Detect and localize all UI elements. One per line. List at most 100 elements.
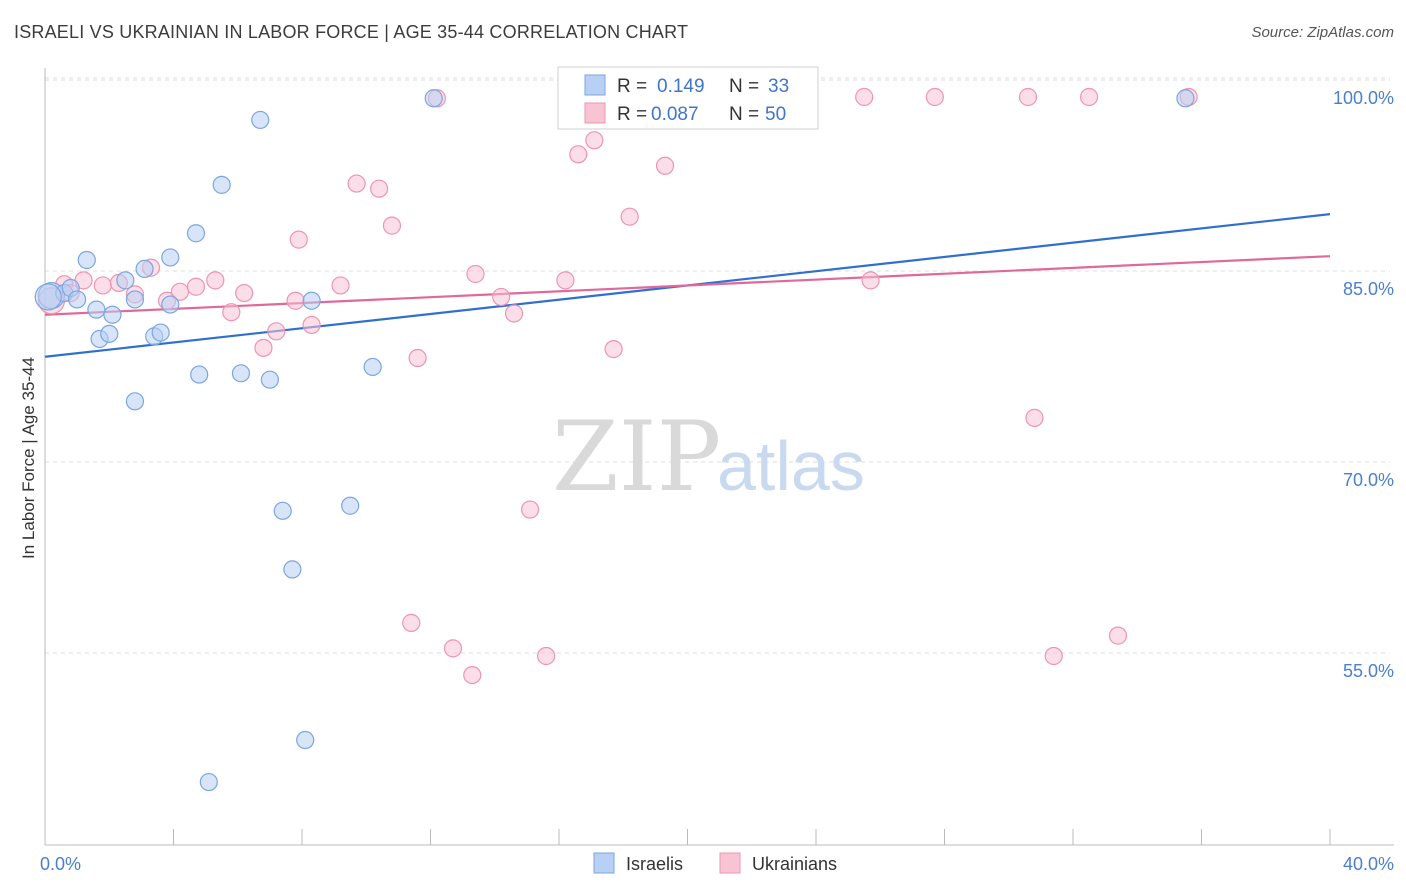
bottom-legend-label-israelis: Israelis: [626, 854, 683, 874]
trend-line-ukrainians: [44, 255, 1331, 316]
point-israelis: [302, 291, 321, 310]
point-ukrainians: [520, 500, 540, 519]
point-ukrainians: [492, 287, 511, 307]
chart-title: ISRAELI VS UKRAINIAN IN LABOR FORCE | AG…: [14, 22, 689, 42]
stats-legend: R = 0.149 N = 33 R = 0.087 N = 50: [557, 66, 819, 130]
point-ukrainians: [443, 639, 463, 658]
point-ukrainians: [504, 304, 524, 323]
point-israelis: [212, 175, 231, 194]
point-israelis: [283, 560, 302, 579]
x-tick-label-max: 40.0%: [1343, 854, 1394, 874]
legend-n-value-ukrainians: 50: [765, 104, 786, 125]
point-israelis: [341, 496, 360, 515]
point-ukrainians: [466, 264, 485, 284]
y-axis-label: In Labor Force | Age 35-44: [19, 357, 38, 559]
point-israelis: [34, 283, 62, 311]
legend-r-label-israelis: R =: [617, 76, 647, 97]
point-ukrainians: [604, 340, 623, 359]
legend-n-label-israelis: N =: [729, 76, 759, 97]
bottom-legend-label-ukrainians: Ukrainians: [752, 854, 837, 874]
bottom-legend-swatch-israelis: [593, 852, 615, 874]
point-israelis: [125, 392, 145, 411]
point-ukrainians: [463, 665, 482, 685]
point-israelis: [125, 290, 145, 309]
point-israelis: [116, 271, 135, 290]
point-israelis: [273, 501, 292, 520]
point-israelis: [260, 370, 279, 389]
point-ukrainians: [1079, 87, 1099, 107]
point-israelis: [190, 365, 209, 384]
point-ukrainians: [855, 87, 874, 107]
y-tick-label: 55.0%: [1343, 661, 1394, 681]
point-ukrainians: [556, 271, 575, 290]
point-israelis: [103, 305, 122, 324]
point-ukrainians: [206, 271, 225, 290]
point-ukrainians: [1108, 626, 1128, 645]
legend-r-label-ukrainians: R =: [617, 104, 647, 125]
point-ukrainians: [267, 322, 286, 341]
y-tick-label: 85.0%: [1343, 279, 1394, 299]
grid-lines: [45, 77, 1390, 654]
y-tick-labels: 55.0% 70.0% 85.0% 100.0%: [1333, 88, 1394, 681]
point-israelis: [1176, 89, 1195, 108]
point-ukrainians: [1025, 408, 1044, 427]
point-ukrainians: [347, 174, 366, 193]
point-israelis: [100, 324, 119, 343]
legend-swatch-israelis: [584, 74, 606, 96]
point-israelis: [424, 89, 443, 108]
point-israelis: [296, 730, 315, 750]
point-ukrainians: [925, 87, 944, 107]
legend-n-value-israelis: 33: [768, 76, 789, 97]
point-ukrainians: [302, 315, 321, 335]
point-ukrainians: [170, 282, 190, 301]
point-ukrainians: [655, 156, 675, 175]
point-ukrainians: [1044, 646, 1063, 666]
bottom-legend-swatch-ukrainians: [719, 852, 741, 874]
point-israelis: [231, 364, 251, 383]
point-ukrainians: [569, 145, 588, 164]
point-ukrainians: [537, 646, 556, 666]
point-israelis: [161, 248, 180, 267]
point-ukrainians: [408, 348, 427, 368]
legend-n-label-ukrainians: N =: [729, 104, 759, 125]
watermark-zip: ZIP: [552, 401, 721, 513]
legend-r-value-ukrainians: 0.087: [651, 104, 699, 125]
point-ukrainians: [620, 207, 639, 226]
point-israelis: [135, 259, 154, 278]
point-ukrainians: [1018, 87, 1038, 107]
point-ukrainians: [222, 303, 241, 322]
point-ukrainians: [235, 283, 254, 303]
point-ukrainians: [289, 230, 308, 249]
point-israelis: [363, 357, 382, 377]
legend-r-value-israelis: 0.149: [657, 76, 705, 97]
point-ukrainians: [254, 338, 273, 357]
point-israelis: [151, 323, 170, 342]
point-ukrainians: [585, 131, 604, 150]
point-israelis: [251, 110, 270, 130]
point-ukrainians: [93, 276, 112, 295]
point-israelis: [161, 295, 180, 314]
trend-lines: [44, 213, 1331, 358]
point-ukrainians: [382, 216, 402, 235]
point-israelis: [199, 772, 218, 792]
axes: [44, 68, 1394, 846]
series-legend: Israelis Ukrainians: [593, 852, 837, 874]
source-credit: Source: ZipAtlas.com: [1251, 24, 1394, 41]
point-israelis: [77, 250, 96, 270]
point-ukrainians: [286, 291, 305, 310]
point-ukrainians: [861, 271, 880, 290]
point-ukrainians: [370, 179, 389, 198]
y-tick-label: 70.0%: [1343, 470, 1394, 490]
watermark-atlas: atlas: [717, 427, 865, 505]
point-ukrainians: [331, 276, 350, 295]
point-ukrainians: [186, 277, 206, 296]
legend-swatch-ukrainians: [584, 102, 606, 124]
data-points: [34, 87, 1198, 792]
x-tick-label-min: 0.0%: [40, 854, 81, 874]
point-ukrainians: [402, 613, 421, 632]
point-israelis: [186, 224, 206, 243]
y-tick-label: 100.0%: [1333, 88, 1394, 108]
point-israelis: [68, 290, 87, 309]
point-israelis: [87, 300, 106, 319]
